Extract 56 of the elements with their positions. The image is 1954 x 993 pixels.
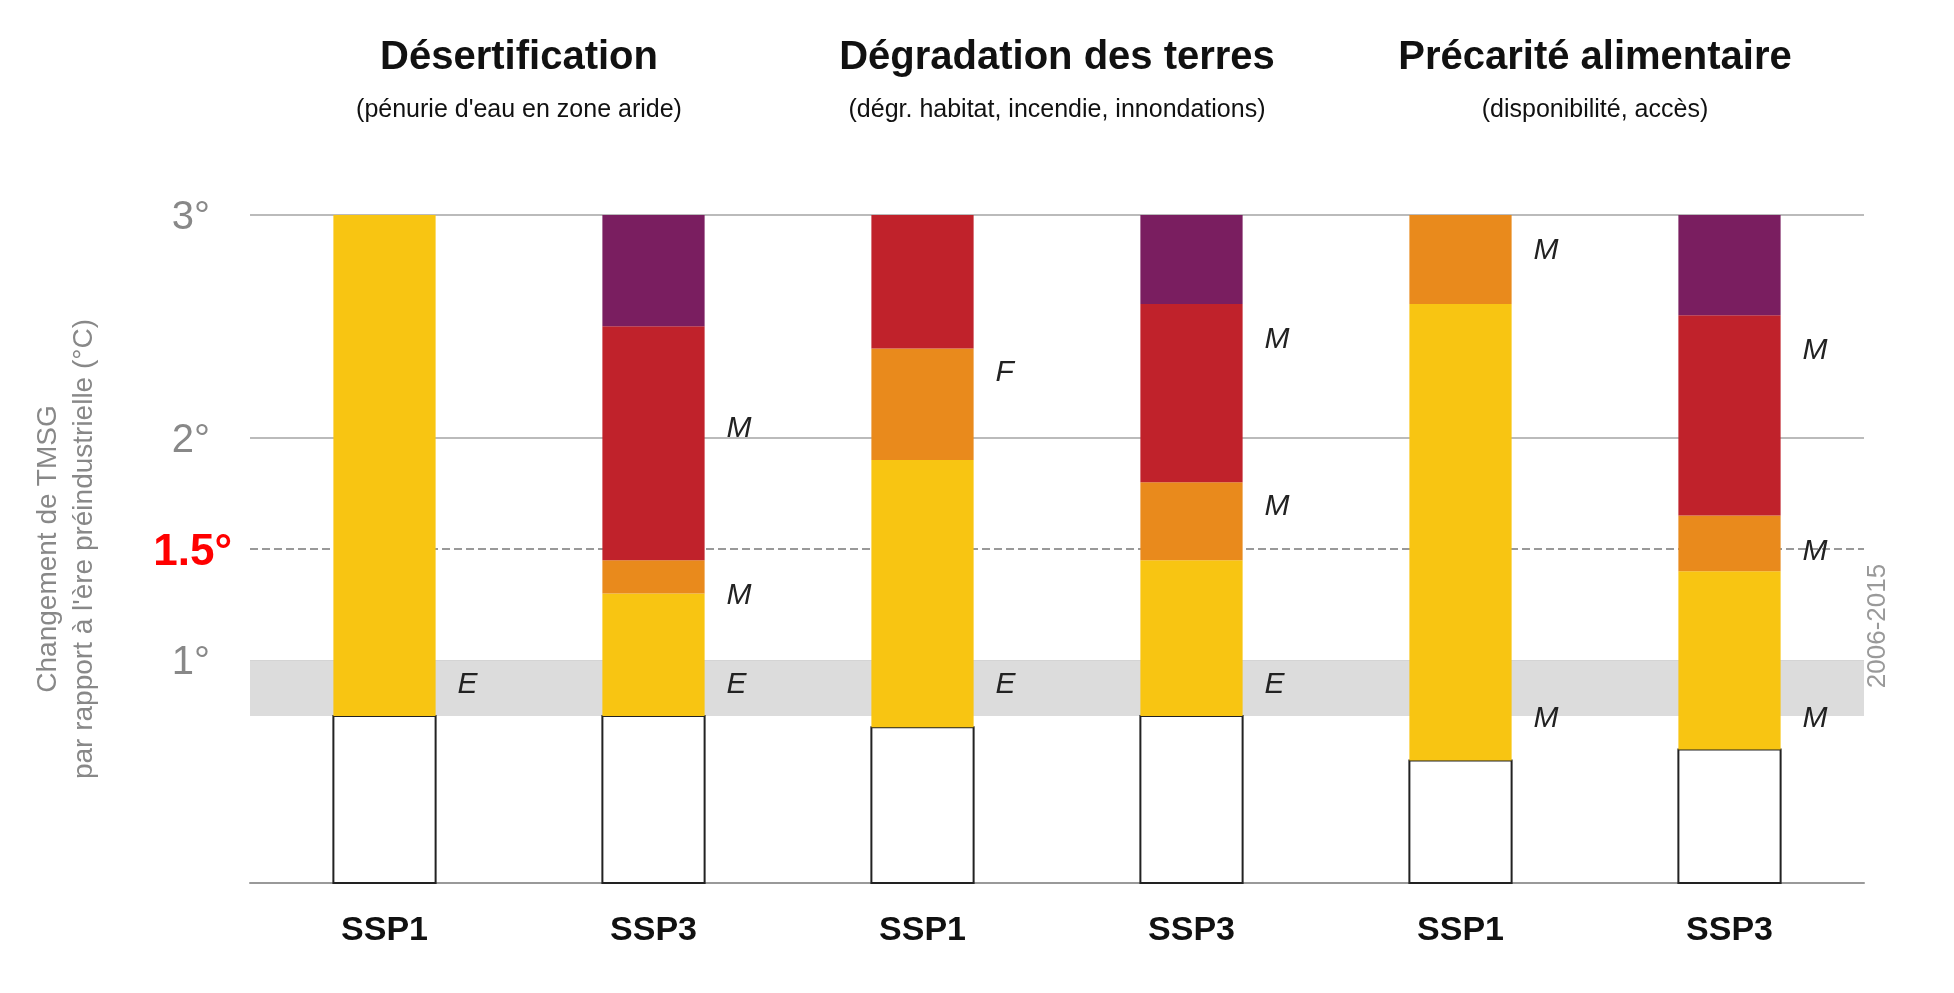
y-tick-label: 3° (171, 193, 210, 237)
annotation: E (1264, 666, 1286, 700)
text: Désertification (380, 33, 658, 77)
annotation: M (1802, 332, 1828, 366)
bar (871, 215, 974, 349)
annotation: M (1533, 231, 1559, 265)
bar (602, 560, 705, 594)
bar (1678, 215, 1781, 316)
bar (871, 459, 974, 728)
text: Dégradation des terres (839, 33, 1275, 77)
bar (602, 326, 705, 561)
bar (1140, 304, 1243, 483)
y-tick-label: 1° (171, 638, 210, 683)
ref-line-label: 1.5° (153, 524, 232, 574)
annotation: E (457, 666, 479, 700)
annotation: M (1802, 532, 1828, 566)
bar (1140, 482, 1243, 561)
x-tick-label: SSP3 (1148, 909, 1235, 947)
bar (1678, 515, 1781, 572)
x-tick-label: SSP1 (341, 909, 428, 947)
bar (602, 593, 705, 716)
annotation: M (726, 410, 752, 444)
annotation: M (726, 577, 752, 611)
bar (1140, 560, 1243, 716)
annotation: M (1264, 487, 1290, 521)
annotation: M (1264, 320, 1290, 354)
x-tick-label: SSP3 (610, 909, 697, 947)
text: (dégr. habitat, incendie, innondations) (848, 94, 1266, 122)
annotation: M (1802, 699, 1828, 733)
bar (601, 715, 706, 884)
text: Précarité alimentaire (1398, 33, 1792, 77)
bar (871, 348, 974, 460)
x-tick-label: SSP1 (1417, 909, 1504, 947)
text: (pénurie d'eau en zone aride) (356, 94, 682, 122)
y-axis-title: Changement de TMSG par rapport à l'ère préindustrielle (°C) (30, 318, 98, 780)
bar (602, 215, 705, 327)
annotation: E (995, 666, 1017, 700)
band-label: 2006-2015 (1861, 563, 1891, 689)
bar (1140, 215, 1243, 305)
bar (1409, 304, 1512, 761)
bar (332, 715, 437, 884)
text: (disponibilité, accès) (1481, 94, 1709, 122)
bar (1678, 571, 1781, 750)
bar (1408, 759, 1513, 884)
bar (1677, 748, 1782, 884)
annotation: E (726, 666, 748, 700)
bar (870, 726, 975, 884)
x-tick-label: SSP1 (879, 909, 966, 947)
bar (1409, 215, 1512, 305)
x-tick-label: SSP3 (1686, 909, 1773, 947)
bar (333, 215, 436, 716)
annotation: M (1533, 699, 1559, 733)
bar (1139, 715, 1244, 884)
bar (1678, 315, 1781, 516)
annotation: F (995, 354, 1016, 388)
y-tick-label: 2° (171, 415, 210, 460)
